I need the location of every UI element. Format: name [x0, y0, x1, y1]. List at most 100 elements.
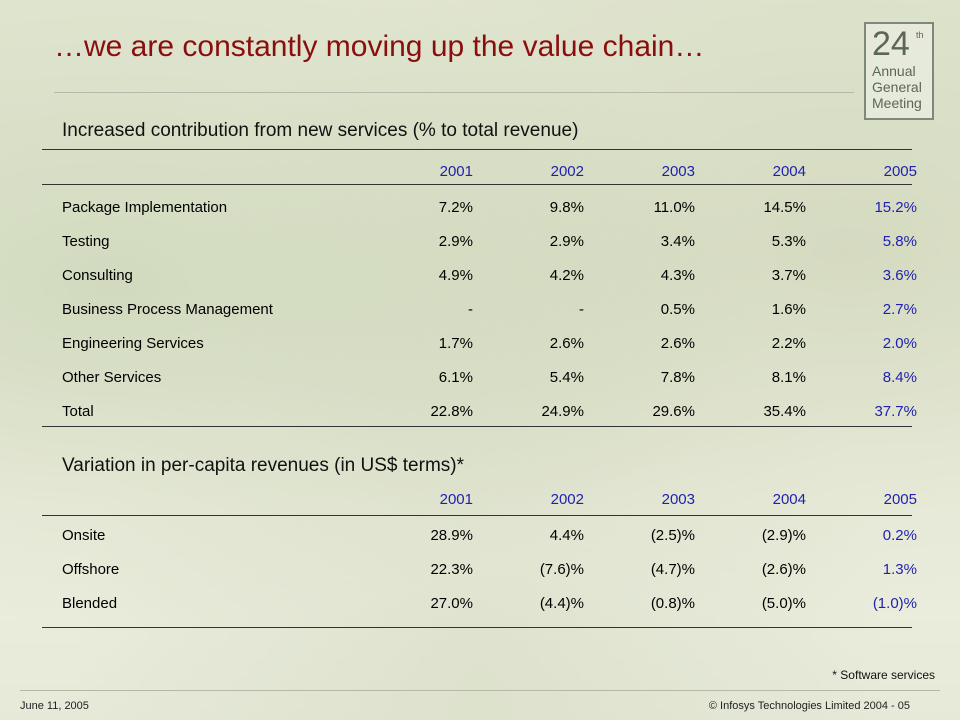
cell-2001: 6.1% [438, 368, 473, 386]
cell-2004: 14.5% [763, 198, 806, 216]
footer-date: June 11, 2005 [20, 700, 89, 712]
section2-year-2003: 2003 [661, 490, 695, 508]
cell-2002: 2.9% [549, 232, 584, 250]
cell-2003: 11.0% [653, 198, 695, 216]
cell-2003: 2.6% [660, 334, 695, 352]
section1-year-2001: 2001 [439, 162, 473, 180]
section1-year-2003: 2003 [661, 162, 695, 180]
row-label: Offshore [62, 560, 120, 578]
section1-header-blank [62, 156, 362, 186]
table-row: Blended 27.0% (4.4)% (0.8)% (5.0)% (1.0)… [62, 586, 917, 620]
section2-table: 2001 2002 2003 2004 2005 Onsite 28.9% 4.… [62, 484, 917, 620]
cell-2004: (2.9)% [761, 526, 806, 544]
cell-2005: 37.7% [874, 402, 917, 420]
row-label: Blended [62, 594, 118, 612]
cell-2003: 7.8% [660, 368, 695, 386]
cell-2001: - [468, 300, 473, 318]
logo-superscript: th [916, 30, 924, 40]
page-title: …we are constantly moving up the value c… [54, 30, 705, 63]
cell-2005: 5.8% [882, 232, 917, 250]
cell-2001: 4.9% [438, 266, 473, 284]
table-row: Business Process Management - - 0.5% 1.6… [62, 292, 917, 326]
table-row: Offshore 22.3% (7.6)% (4.7)% (2.6)% 1.3% [62, 552, 917, 586]
section1-title: Increased contribution from new services… [62, 120, 579, 141]
cell-2002: 4.2% [549, 266, 584, 284]
row-label: Total [62, 402, 94, 420]
section1-top-rule [42, 149, 912, 150]
cell-2001: 28.9% [430, 526, 473, 544]
table-row: Other Services 6.1% 5.4% 7.8% 8.1% 8.4% [62, 360, 917, 394]
cell-2003: (0.8)% [650, 594, 695, 612]
cell-2004: 2.2% [771, 334, 806, 352]
logo-word-annual: Annual [872, 63, 916, 79]
cell-2002: 5.4% [549, 368, 584, 386]
cell-2005: (1.0)% [872, 594, 917, 612]
section1-header-rule [42, 184, 912, 185]
section1-year-2002: 2002 [550, 162, 584, 180]
cell-2004: (2.6)% [761, 560, 806, 578]
cell-2001: 1.7% [438, 334, 473, 352]
cell-2004: (5.0)% [761, 594, 806, 612]
cell-2005: 2.0% [882, 334, 917, 352]
cell-2004: 3.7% [771, 266, 806, 284]
section2-year-2001: 2001 [439, 490, 473, 508]
row-label: Package Implementation [62, 198, 228, 216]
section1-year-2005: 2005 [883, 162, 917, 180]
cell-2005: 1.3% [882, 560, 917, 578]
table-row-total: Total 22.8% 24.9% 29.6% 35.4% 37.7% [62, 394, 917, 428]
section2-header-rule [42, 515, 912, 516]
row-label: Onsite [62, 526, 106, 544]
footer-divider [20, 690, 940, 691]
cell-2001: 27.0% [430, 594, 473, 612]
table-row: Engineering Services 1.7% 2.6% 2.6% 2.2%… [62, 326, 917, 360]
cell-2001: 22.8% [430, 402, 473, 420]
cell-2004: 35.4% [763, 402, 806, 420]
cell-2005: 15.2% [874, 198, 917, 216]
cell-2005: 3.6% [882, 266, 917, 284]
cell-2001: 7.2% [438, 198, 473, 216]
cell-2005: 2.7% [882, 300, 917, 318]
cell-2003: 3.4% [660, 232, 695, 250]
footnote: * Software services [832, 668, 935, 682]
row-label: Consulting [62, 266, 133, 284]
row-label: Other Services [62, 368, 162, 386]
cell-2002: 4.4% [549, 526, 584, 544]
cell-2005: 0.2% [882, 526, 917, 544]
table-row: Testing 2.9% 2.9% 3.4% 5.3% 5.8% [62, 224, 917, 258]
cell-2002: 24.9% [541, 402, 584, 420]
section2-year-2002: 2002 [550, 490, 584, 508]
agm-logo: 24 th Annual General Meeting [864, 22, 934, 120]
row-label: Testing [62, 232, 110, 250]
cell-2004: 1.6% [771, 300, 806, 318]
section2-header-blank [62, 484, 362, 514]
section2-year-2005: 2005 [883, 490, 917, 508]
section2-year-2004: 2004 [772, 490, 806, 508]
cell-2001: 2.9% [438, 232, 473, 250]
cell-2003: (2.5)% [650, 526, 695, 544]
cell-2002: (4.4)% [539, 594, 584, 612]
section2-title: Variation in per-capita revenues (in US$… [62, 455, 464, 476]
table-row: Onsite 28.9% 4.4% (2.5)% (2.9)% 0.2% [62, 518, 917, 552]
logo-word-meeting: Meeting [872, 95, 922, 111]
cell-2005: 8.4% [882, 368, 917, 386]
cell-2003: 29.6% [652, 402, 695, 420]
cell-2002: 9.8% [549, 198, 584, 216]
section1-header-row: 2001 2002 2003 2004 2005 [62, 156, 917, 186]
section1-bottom-rule [42, 426, 912, 427]
footer-copyright: © Infosys Technologies Limited 2004 - 05 [708, 700, 910, 712]
cell-2002: - [579, 300, 584, 318]
cell-2001: 22.3% [430, 560, 473, 578]
cell-2003: (4.7)% [650, 560, 695, 578]
row-label: Business Process Management [62, 300, 273, 318]
cell-2004: 8.1% [771, 368, 806, 386]
section1-year-2004: 2004 [772, 162, 806, 180]
table-row: Consulting 4.9% 4.2% 4.3% 3.7% 3.6% [62, 258, 917, 292]
section2-bottom-rule [42, 627, 912, 628]
cell-2002: (7.6)% [539, 560, 584, 578]
table-row: Package Implementation 7.2% 9.8% 11.0% 1… [62, 190, 917, 224]
cell-2003: 4.3% [660, 266, 695, 284]
cell-2004: 5.3% [771, 232, 806, 250]
row-label: Engineering Services [62, 334, 204, 352]
cell-2002: 2.6% [549, 334, 584, 352]
